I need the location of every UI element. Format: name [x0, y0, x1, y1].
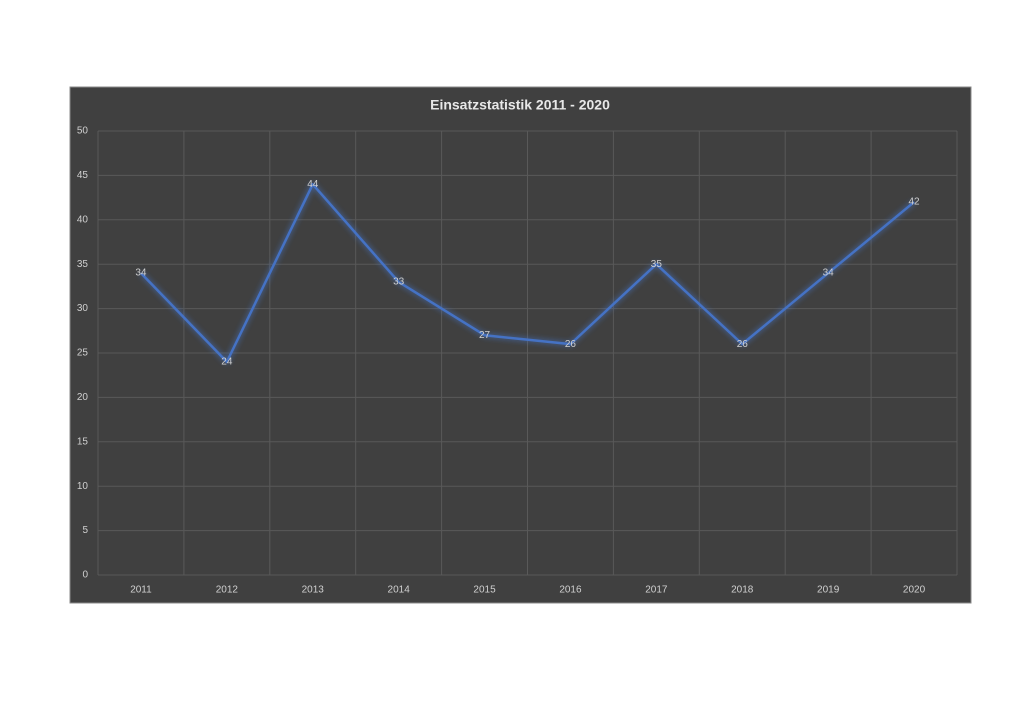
y-tick-label: 25 — [77, 348, 89, 359]
data-label: 34 — [135, 268, 147, 279]
y-tick-label: 40 — [77, 214, 89, 225]
y-tick-label: 20 — [77, 392, 89, 403]
data-label: 33 — [393, 277, 405, 288]
data-line — [140, 183, 915, 364]
data-label: 34 — [823, 268, 835, 279]
y-tick-label: 35 — [77, 259, 89, 270]
chart-background — [69, 86, 972, 604]
x-tick-label: 2016 — [559, 585, 582, 596]
x-tick-label: 2011 — [130, 585, 152, 596]
y-tick-label: 0 — [82, 570, 88, 581]
y-tick-label: 5 — [82, 525, 88, 536]
x-tick-label: 2020 — [903, 585, 926, 596]
x-tick-label: 2015 — [473, 585, 496, 596]
y-tick-label: 30 — [77, 303, 89, 314]
x-tick-label: 2012 — [216, 585, 239, 596]
data-label: 24 — [221, 357, 233, 368]
data-label: 44 — [307, 179, 319, 190]
y-tick-label: 45 — [77, 170, 89, 181]
data-label: 26 — [737, 339, 749, 350]
data-label: 26 — [565, 339, 577, 350]
x-tick-label: 2018 — [731, 585, 754, 596]
y-tick-label: 10 — [77, 481, 89, 492]
data-label: 42 — [908, 197, 920, 208]
x-tick-label: 2019 — [817, 585, 840, 596]
data-label: 27 — [479, 330, 491, 341]
x-tick-label: 2014 — [388, 585, 411, 596]
x-tick-label: 2013 — [302, 585, 325, 596]
y-tick-label: 50 — [77, 126, 89, 137]
data-label: 35 — [651, 259, 663, 270]
x-tick-label: 2017 — [645, 585, 668, 596]
y-tick-label: 15 — [77, 436, 89, 447]
chart-title: Einsatzstatistik 2011 - 2020 — [430, 97, 610, 113]
